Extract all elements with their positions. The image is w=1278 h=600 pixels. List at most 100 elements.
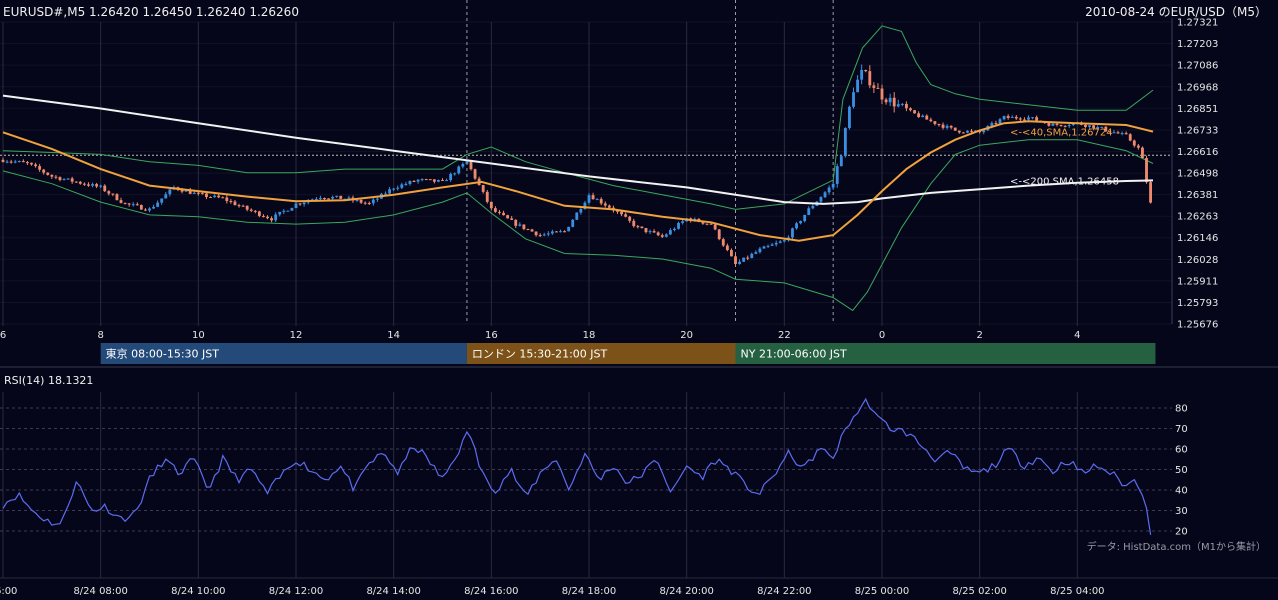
candle-down [78, 181, 82, 184]
candle-down [538, 235, 542, 237]
candle-up [778, 241, 782, 243]
candle-up [807, 208, 811, 215]
session-band-2 [466, 343, 736, 364]
candle-up [66, 178, 70, 180]
candle-up [559, 231, 562, 233]
session-label: NY 21:00-06:00 JST [741, 348, 848, 361]
candle-down [953, 127, 957, 131]
candle-up [335, 195, 339, 197]
data-credit: データ: HistData.com（M1から集計） [1087, 540, 1266, 553]
candle-down [904, 103, 908, 109]
candle-down [734, 256, 737, 265]
session-band-1 [100, 343, 467, 364]
time-tick-label: 20 [680, 330, 693, 341]
candle-down [115, 194, 119, 201]
candle-up [673, 228, 676, 231]
candle-up [17, 161, 21, 163]
candle-up [416, 179, 420, 182]
candle-up [294, 203, 298, 208]
candle-down [1128, 134, 1132, 141]
candle-down [46, 172, 50, 175]
candle-up [827, 187, 831, 193]
candle-down [591, 195, 595, 200]
time-tick-label: 12 [290, 330, 303, 341]
candle-down [961, 132, 965, 134]
candle-up [1071, 123, 1075, 126]
candle-down [636, 226, 640, 228]
candle-up [461, 163, 465, 167]
time-tick-label: 4 [1074, 330, 1080, 341]
rsi-time-axis: 06:00 8/24 08:00 8/24 10:00 8/24 12:00 8/24 … [0, 586, 1105, 597]
candle-down [599, 199, 603, 204]
candle-down [42, 169, 46, 173]
time-tick-label: 8 [97, 330, 103, 341]
candle-down [253, 210, 257, 212]
candle-up [400, 184, 404, 188]
candle-down [188, 190, 192, 194]
candle-down [441, 179, 444, 181]
candle-up [392, 188, 396, 190]
candle-down [884, 99, 888, 103]
candle-down [1136, 145, 1140, 148]
bollinger-upper-band [2, 25, 1154, 210]
session-label: ロンドン 15:30-21:00 JST [472, 348, 608, 361]
candle-down [1, 159, 5, 162]
candle-down [21, 161, 25, 163]
candle-up [160, 198, 164, 203]
candle-up [648, 231, 652, 233]
rsi-line [2, 397, 1152, 535]
moving-averages [2, 94, 1154, 242]
candle-up [1002, 116, 1006, 120]
candle-up [420, 179, 424, 181]
candle-down [127, 203, 131, 205]
candle-up [595, 199, 599, 201]
candle-down [949, 125, 953, 128]
candle-down [339, 195, 343, 199]
candle-down [70, 178, 74, 182]
rsi-series-line [2, 397, 1152, 535]
candle-down [917, 113, 921, 118]
session-band-3 [735, 343, 1156, 364]
candle-down [298, 203, 302, 205]
candle-down [87, 184, 90, 186]
candle-down [717, 229, 721, 240]
candle-up [835, 166, 839, 184]
candle-down [119, 200, 123, 203]
candle-up [1067, 125, 1071, 127]
candle-down [1059, 124, 1063, 126]
rsi-time-label: 8/24 16:00 [464, 586, 518, 597]
candle-down [323, 197, 326, 199]
candle-down [135, 204, 139, 206]
price-tick-label: 1.26381 [1177, 190, 1218, 201]
candle-up [91, 184, 94, 186]
candle-down [563, 231, 567, 233]
candle-down [266, 216, 269, 219]
candle-down [1055, 123, 1059, 125]
candle-down [909, 108, 912, 111]
candle-down [660, 235, 664, 237]
price-tick-label: 1.26263 [1177, 212, 1218, 223]
candle-down [880, 88, 884, 100]
candle-down [363, 202, 367, 204]
candle-down [1092, 125, 1096, 129]
candle-down [30, 162, 33, 165]
candle-up [156, 202, 160, 207]
rsi-time-label: 06:00 [0, 586, 17, 597]
candle-up [274, 214, 278, 221]
candle-up [314, 198, 318, 200]
candle-down [705, 223, 709, 225]
candle-up [782, 240, 786, 242]
candle-down [1018, 118, 1022, 120]
candle-up [990, 123, 994, 127]
candle-up [677, 222, 680, 229]
candle-down [892, 97, 896, 107]
bollinger-lower-band [2, 139, 1154, 312]
candle-up [408, 181, 412, 184]
bollinger-bands [2, 25, 1154, 312]
price-tick-label: 1.26028 [1177, 255, 1218, 266]
candle-down [876, 87, 880, 89]
candle-up [449, 173, 453, 181]
candle-up [579, 209, 583, 213]
candle-up [1010, 116, 1014, 118]
candle-down [746, 257, 750, 259]
